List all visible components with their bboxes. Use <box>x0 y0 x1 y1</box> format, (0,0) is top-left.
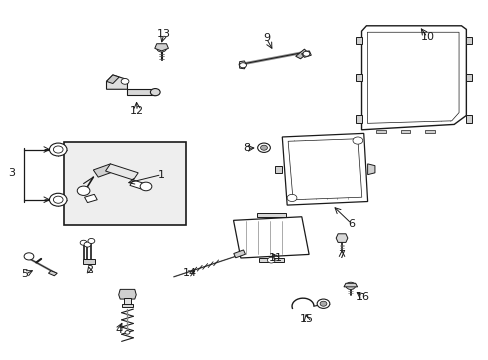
Text: 3: 3 <box>8 168 15 178</box>
Circle shape <box>317 299 329 309</box>
Text: 2: 2 <box>86 265 93 275</box>
Polygon shape <box>119 289 136 299</box>
Text: 16: 16 <box>355 292 369 302</box>
Circle shape <box>121 78 129 84</box>
Circle shape <box>140 182 152 191</box>
Polygon shape <box>466 74 471 81</box>
Polygon shape <box>259 258 283 262</box>
Text: 10: 10 <box>420 32 433 42</box>
Polygon shape <box>82 259 95 264</box>
Text: 15: 15 <box>299 314 313 324</box>
Polygon shape <box>256 213 285 217</box>
Polygon shape <box>400 130 409 134</box>
Polygon shape <box>239 61 245 69</box>
Polygon shape <box>367 164 374 175</box>
Circle shape <box>260 145 267 150</box>
Polygon shape <box>106 75 119 84</box>
Polygon shape <box>466 37 471 44</box>
Circle shape <box>77 186 90 195</box>
Polygon shape <box>233 217 308 258</box>
Text: 8: 8 <box>243 143 250 153</box>
Text: 12: 12 <box>130 106 144 116</box>
Circle shape <box>257 143 270 152</box>
Text: 13: 13 <box>157 29 171 39</box>
Circle shape <box>157 45 166 52</box>
Polygon shape <box>295 49 307 59</box>
Polygon shape <box>233 250 245 258</box>
Text: 6: 6 <box>347 219 355 229</box>
Circle shape <box>345 282 355 289</box>
Circle shape <box>80 240 87 245</box>
Circle shape <box>239 63 246 68</box>
Polygon shape <box>130 180 144 189</box>
Polygon shape <box>127 89 155 95</box>
Polygon shape <box>274 166 282 173</box>
Text: 14: 14 <box>183 268 197 278</box>
Polygon shape <box>355 116 361 123</box>
Circle shape <box>24 253 34 260</box>
Text: 1: 1 <box>158 170 165 180</box>
Bar <box>123 298 131 306</box>
Polygon shape <box>106 75 127 89</box>
Text: 4: 4 <box>115 325 122 335</box>
Circle shape <box>53 196 63 203</box>
Polygon shape <box>355 37 361 44</box>
Circle shape <box>286 194 296 202</box>
Polygon shape <box>355 74 361 81</box>
Circle shape <box>267 257 275 263</box>
Polygon shape <box>282 134 367 205</box>
Circle shape <box>49 193 67 206</box>
Text: 11: 11 <box>269 253 283 263</box>
Circle shape <box>150 89 160 96</box>
Polygon shape <box>93 164 115 177</box>
Polygon shape <box>366 32 458 123</box>
Polygon shape <box>375 130 385 134</box>
Circle shape <box>53 146 63 153</box>
Circle shape <box>88 238 95 243</box>
Circle shape <box>84 242 91 247</box>
Polygon shape <box>301 51 311 57</box>
Polygon shape <box>84 194 97 203</box>
Polygon shape <box>343 283 357 287</box>
Circle shape <box>352 137 362 144</box>
Polygon shape <box>105 164 138 180</box>
Circle shape <box>320 301 326 306</box>
Polygon shape <box>424 130 434 134</box>
Bar <box>64 142 185 225</box>
Polygon shape <box>287 139 361 200</box>
Bar <box>122 305 133 307</box>
Circle shape <box>125 330 130 334</box>
Polygon shape <box>361 26 466 130</box>
Text: 7: 7 <box>338 250 345 260</box>
Circle shape <box>303 51 309 56</box>
Polygon shape <box>48 271 57 276</box>
Text: 5: 5 <box>21 269 28 279</box>
Polygon shape <box>335 234 347 242</box>
Text: 9: 9 <box>263 33 269 43</box>
Circle shape <box>49 143 67 156</box>
Polygon shape <box>155 44 168 51</box>
Polygon shape <box>466 116 471 123</box>
